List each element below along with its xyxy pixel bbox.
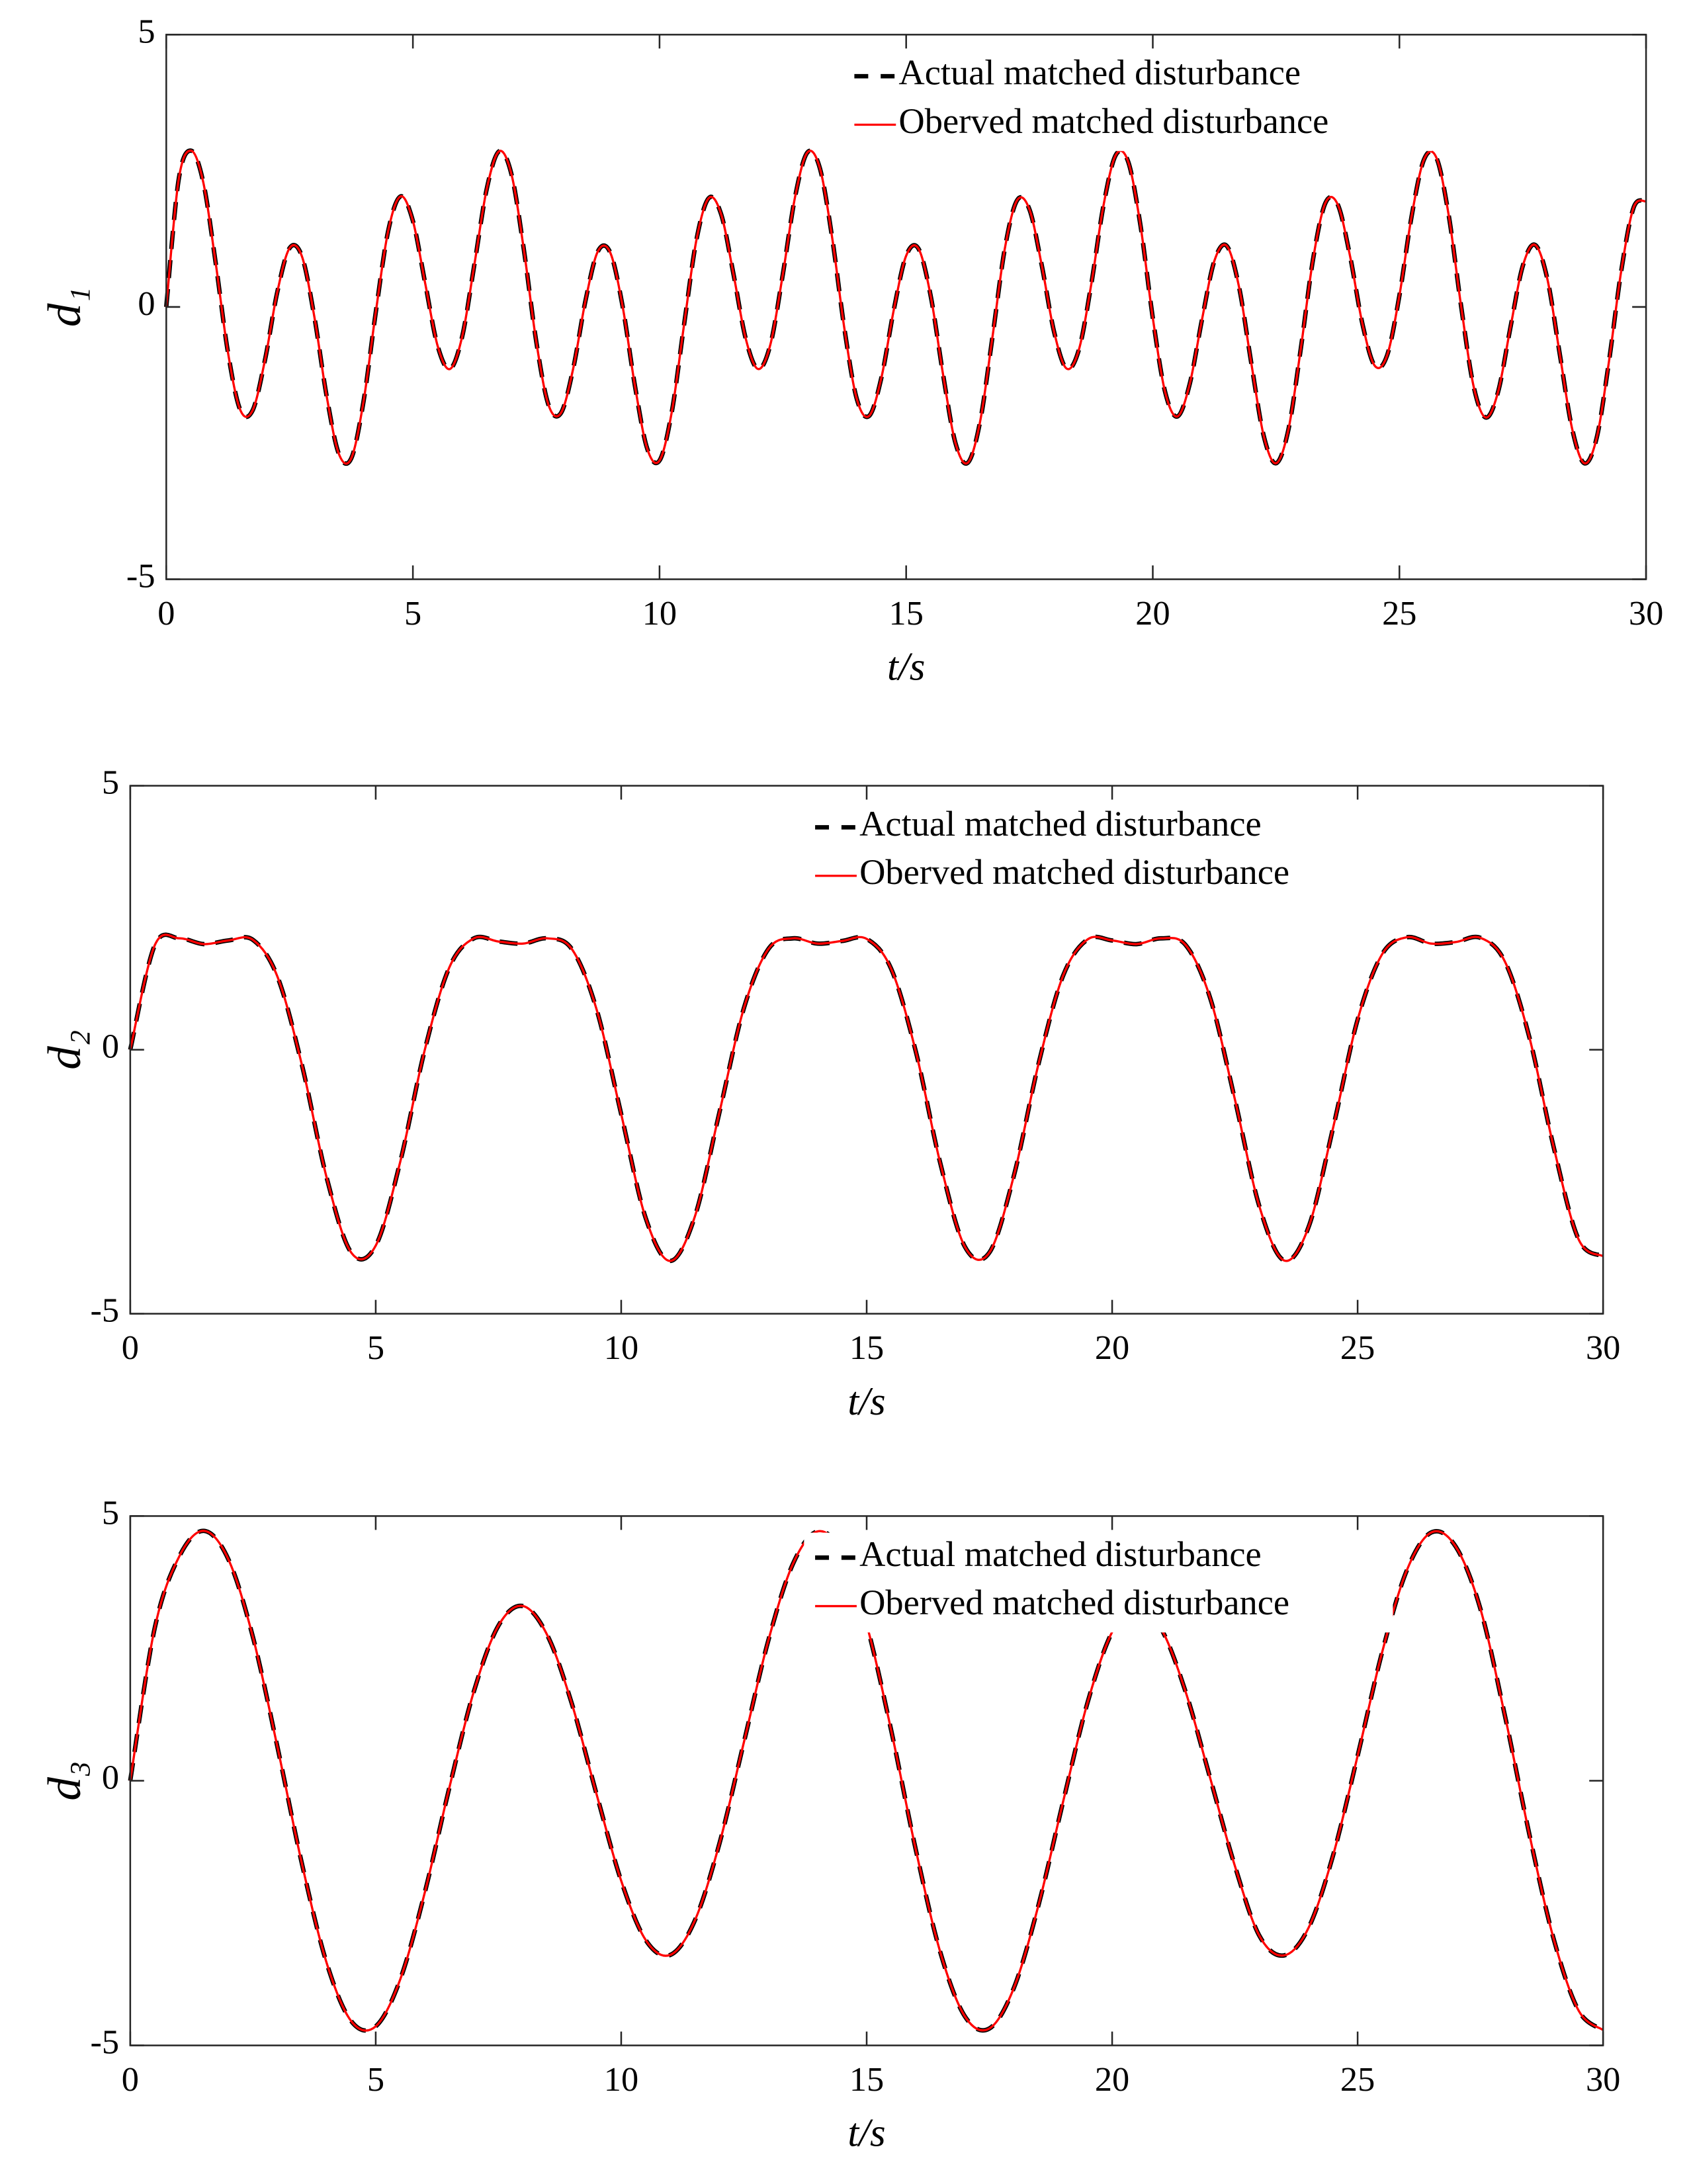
- x-tick-label: 10: [604, 2060, 638, 2099]
- y-axis-label: d₁: [39, 287, 91, 327]
- x-tick-label: 15: [849, 2060, 884, 2099]
- legend-label: Oberved matched disturbance: [859, 1582, 1289, 1622]
- legend-label: Actual matched disturbance: [859, 803, 1262, 844]
- x-tick-label: 15: [889, 594, 924, 633]
- x-tick-label: 0: [157, 594, 175, 633]
- legend-label: Actual matched disturbance: [898, 52, 1301, 93]
- x-tick-label: 5: [404, 594, 421, 633]
- y-tick-label: -5: [90, 2023, 119, 2062]
- x-tick-label: 30: [1586, 2060, 1620, 2099]
- data-line: [163, 148, 1647, 466]
- x-tick-label: 5: [367, 1329, 384, 1367]
- y-tick-label: 5: [138, 12, 155, 50]
- y-tick-label: 0: [102, 1027, 119, 1066]
- x-tick-label: 20: [1095, 2060, 1129, 2099]
- y-axis-label: d₂: [39, 1029, 91, 1069]
- legend-label: Oberved matched disturbance: [898, 101, 1328, 141]
- x-axis-label: t/s: [847, 2111, 885, 2156]
- x-tick-label: 25: [1382, 594, 1416, 633]
- y-tick-label: -5: [90, 1291, 119, 1330]
- x-tick-label: 30: [1629, 594, 1663, 633]
- legend-label: Oberved matched disturbance: [859, 852, 1289, 892]
- x-tick-label: 10: [604, 1329, 638, 1367]
- y-tick-label: 0: [138, 284, 155, 323]
- x-tick-label: 30: [1586, 1329, 1620, 1367]
- legend-background: [804, 802, 1393, 902]
- x-tick-label: 25: [1340, 1329, 1375, 1367]
- x-tick-label: 5: [367, 2060, 384, 2099]
- x-tick-label: 15: [849, 1329, 884, 1367]
- x-tick-label: 0: [122, 2060, 139, 2099]
- data-line: [129, 934, 1604, 1262]
- x-axis-label: t/s: [887, 645, 925, 689]
- x-tick-label: 0: [122, 1329, 139, 1367]
- y-tick-label: 0: [102, 1759, 119, 1797]
- x-axis-label: t/s: [847, 1379, 885, 1424]
- y-tick-label: -5: [126, 557, 155, 595]
- data-line: [165, 150, 1647, 465]
- data-line: [128, 932, 1605, 1264]
- legend-background: [804, 1532, 1393, 1633]
- x-tick-label: 20: [1095, 1329, 1129, 1367]
- x-tick-label: 25: [1340, 2060, 1375, 2099]
- x-tick-label: 10: [642, 594, 677, 633]
- legend-background: [843, 51, 1432, 152]
- y-axis-label: d₃: [39, 1761, 91, 1800]
- y-tick-label: 5: [102, 764, 119, 802]
- legend-label: Actual matched disturbance: [859, 1534, 1262, 1574]
- y-tick-label: 5: [102, 1493, 119, 1532]
- x-tick-label: 20: [1135, 594, 1170, 633]
